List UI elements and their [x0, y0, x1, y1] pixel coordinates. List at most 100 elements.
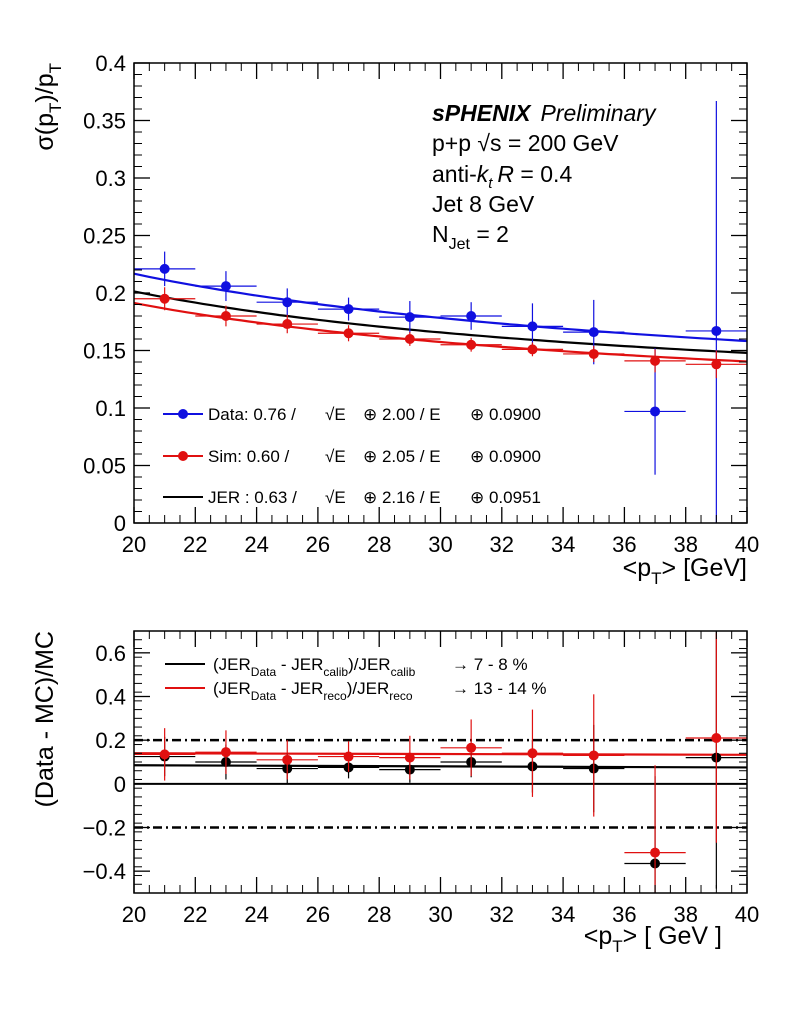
y-tick-label: 0.1 — [95, 396, 126, 421]
data-point — [441, 302, 502, 330]
top-annotation-block: sPHENIX Preliminary p+p √s = 200 GeV anti… — [432, 100, 657, 253]
sim-point — [379, 332, 440, 346]
marker — [711, 326, 721, 336]
legend-label: JER : 0.63 / — [208, 488, 297, 507]
x-tick-label: 34 — [551, 902, 575, 927]
marker — [589, 327, 599, 337]
data-point — [257, 288, 318, 316]
marker — [282, 297, 292, 307]
x-tick-label: 30 — [428, 532, 452, 557]
data-point — [134, 252, 195, 287]
legend-sqrt-term: √E — [325, 488, 346, 507]
top-panel: 20 22 24 26 28 30 32 34 36 38 40 0 0.05 0.1 0.15 0.2 0.… — [31, 51, 759, 588]
reco-point — [441, 719, 502, 776]
y-tick-label: 0.4 — [95, 51, 126, 76]
sim-point — [257, 315, 318, 333]
bottom-y-tick-labels: −0.4 −0.2 0 0.2 0.4 0.6 — [83, 641, 126, 884]
reco-point — [257, 740, 318, 779]
annotation-collision-line: p+p √s = 200 GeV — [432, 130, 619, 156]
reco-point — [379, 736, 440, 780]
bottom-panel: 20 22 24 26 28 30 32 34 36 38 40 −0.4−0.200.20.40.… — [31, 631, 759, 956]
legend-entry: (JERData - JERreco)/JERreco → 13 - 14 % — [165, 679, 547, 703]
legend-constant-term: ⊕ 0.0900 — [470, 447, 541, 466]
y-tick-label: 0 — [114, 772, 126, 797]
y-tick-label: 0.15 — [83, 339, 126, 364]
reco-point — [195, 730, 256, 774]
x-tick-label: 22 — [183, 902, 207, 927]
marker — [711, 733, 721, 743]
x-tick-label: 30 — [428, 902, 452, 927]
sim-point — [318, 325, 379, 341]
marker — [527, 344, 537, 354]
legend-swatch-marker — [178, 409, 188, 419]
legend-result: → 13 - 14 % — [452, 679, 547, 698]
top-y-tick-labels: 0 0.05 0.1 0.15 0.2 0.25 0.3 0.35 0.4 — [83, 51, 126, 536]
marker — [466, 340, 476, 350]
marker — [405, 753, 415, 763]
x-tick-label: 32 — [490, 902, 514, 927]
legend-sqrt-term: √E — [325, 405, 346, 424]
data-point — [195, 271, 256, 301]
sim-point — [134, 287, 195, 310]
marker — [466, 743, 476, 753]
x-tick-label: 28 — [367, 902, 391, 927]
y-tick-label: 0.4 — [95, 685, 126, 710]
legend-entry: Sim: 0.60 / √E ⊕ 2.05 / E ⊕ 0.0900 — [163, 447, 541, 466]
marker — [650, 406, 660, 416]
y-tick-label: 0.25 — [83, 224, 126, 249]
legend-formula: (JERData - JERreco)/JERreco — [213, 679, 413, 703]
bottom-y-axis-title: (Data - MC)/MC — [31, 631, 59, 807]
marker — [344, 752, 354, 762]
legend-swatch-marker — [178, 451, 188, 461]
reco-point — [563, 694, 624, 816]
x-tick-label: 40 — [735, 902, 759, 927]
x-tick-label: 26 — [306, 532, 330, 557]
legend-label: Data: 0.76 / — [208, 405, 296, 424]
bottom-legend: (JERData - JERcalib)/JERcalib → 7 - 8 %(J… — [165, 655, 547, 703]
marker — [650, 848, 660, 858]
y-tick-label: 0.3 — [95, 166, 126, 191]
legend-sqrt-term: √E — [325, 447, 346, 466]
reco-point — [134, 728, 195, 780]
legend-linear-term: ⊕ 2.16 / E — [363, 488, 441, 507]
marker — [711, 359, 721, 369]
marker — [650, 356, 660, 366]
marker — [282, 319, 292, 329]
x-tick-label: 34 — [551, 532, 575, 557]
legend-linear-term: ⊕ 2.05 / E — [363, 447, 441, 466]
marker — [160, 294, 170, 304]
legend-formula: (JERData - JERcalib)/JERcalib — [213, 655, 416, 679]
x-tick-label: 32 — [490, 532, 514, 557]
y-tick-label: 0 — [114, 511, 126, 536]
y-tick-label: 0.2 — [95, 281, 126, 306]
sim-point — [563, 346, 624, 362]
sim-point — [624, 349, 685, 372]
marker — [589, 750, 599, 760]
y-tick-label: 0.2 — [95, 728, 126, 753]
marker — [160, 264, 170, 274]
marker — [221, 311, 231, 321]
legend-linear-term: ⊕ 2.00 / E — [363, 405, 441, 424]
sim-point — [441, 338, 502, 352]
legend-entry: JER : 0.63 / √E ⊕ 2.16 / E ⊕ 0.0951 — [163, 488, 541, 507]
marker — [527, 321, 537, 331]
annotation-algorithm-line: anti-kt R = 0.4 — [432, 161, 572, 192]
reco-point — [686, 633, 747, 843]
marker — [221, 747, 231, 757]
marker — [405, 334, 415, 344]
x-tick-label: 26 — [306, 902, 330, 927]
sim-point — [195, 306, 256, 327]
marker — [466, 311, 476, 321]
legend-entry: Data: 0.76 / √E ⊕ 2.00 / E ⊕ 0.0900 — [163, 405, 541, 424]
bottom-x-axis-title: <pT> [ GeV ] — [584, 922, 722, 956]
x-tick-label: 28 — [367, 532, 391, 557]
legend-constant-term: ⊕ 0.0900 — [470, 405, 541, 424]
figure: 20 22 24 26 28 30 32 34 36 38 40 00.050.10.150.20.… — [0, 0, 787, 1015]
legend-entry: (JERData - JERcalib)/JERcalib → 7 - 8 % — [165, 655, 528, 679]
marker — [344, 304, 354, 314]
legend-result: → 7 - 8 % — [452, 655, 528, 674]
data-point — [686, 101, 747, 523]
y-tick-label: 0.6 — [95, 641, 126, 666]
legend-constant-term: ⊕ 0.0951 — [470, 488, 541, 507]
